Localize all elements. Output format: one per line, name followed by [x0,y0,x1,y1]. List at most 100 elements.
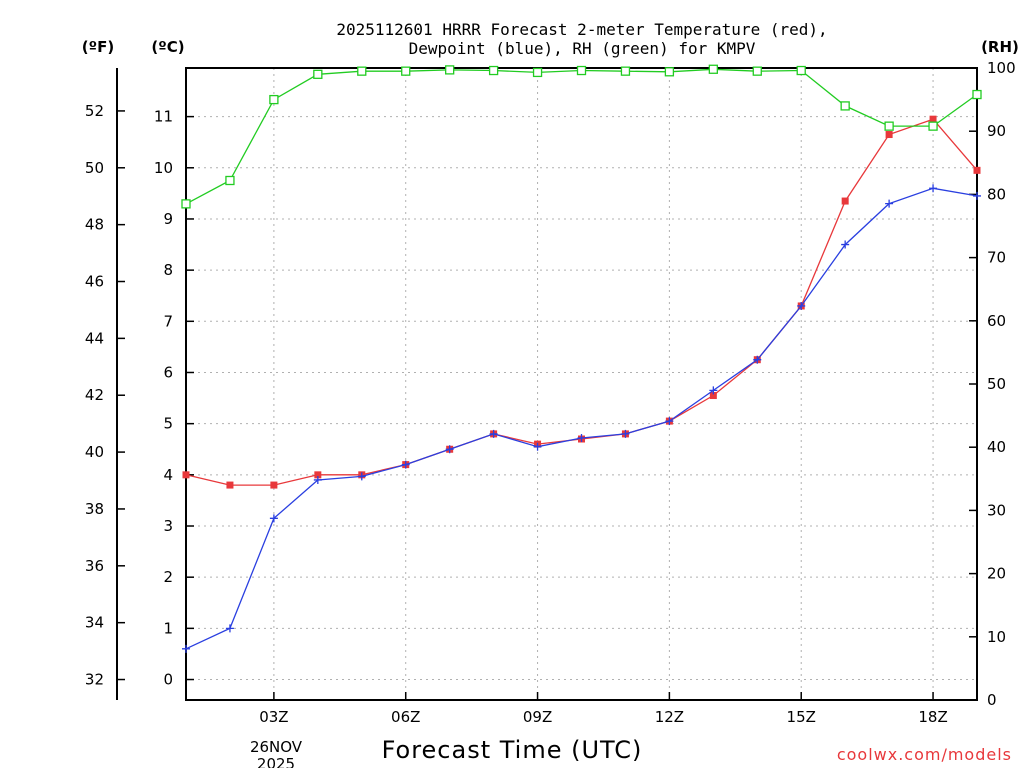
temperature-point-18 [973,166,981,174]
celsius-tick-label-1: 1 [163,619,173,637]
rh-tick-label-10: 100 [987,59,1016,77]
rh-point-10 [620,66,631,76]
rh-tick-label-3: 30 [987,501,1006,519]
temperature-point-0 [182,471,190,479]
celsius-tick-label-10: 10 [154,159,173,177]
dewpoint-line [185,187,978,650]
temperature-line [185,118,978,486]
dewpoint-point-6 [445,445,454,454]
rh-point-1 [225,175,235,186]
series-layer [181,64,982,653]
x-tick-label-2: 09Z [523,708,552,726]
temperature-point-12 [709,392,717,400]
chart-title-line1: 2025112601 HRRR Forecast 2-meter Tempera… [336,20,827,39]
fahrenheit-unit-label: (ºF) [82,38,114,56]
fahrenheit-tick-label-2: 36 [85,557,104,575]
dewpoint-point-16 [885,199,894,208]
chart-title-line2: Dewpoint (blue), RH (green) for KMPV [409,39,756,58]
fahrenheit-tick-label-10: 52 [85,102,104,120]
rh-point-9 [576,65,587,76]
celsius-tick-label-11: 11 [154,108,173,126]
rh-point-17 [928,121,938,131]
rh-tick-label-9: 90 [987,122,1006,140]
dewpoint-point-0 [182,644,190,653]
rh-point-8 [532,67,543,78]
fahrenheit-tick-label-8: 48 [85,216,104,234]
date-label-year: 2025 [257,755,295,768]
temperature-point-1 [226,481,234,489]
celsius-tick-label-7: 7 [163,312,173,330]
fahrenheit-tick-label-5: 42 [85,386,104,404]
dewpoint-point-1 [225,624,234,633]
rh-point-14 [796,65,806,76]
rh-point-7 [488,65,499,76]
dewpoint-point-11 [665,417,674,426]
grid-layer [186,68,977,700]
rh-line [185,68,978,205]
credit-link[interactable]: coolwx.com/models [837,745,1012,764]
rh-point-16 [884,121,894,131]
dewpoint-point-5 [401,460,410,469]
dewpoint-point-10 [621,429,630,438]
celsius-tick-label-8: 8 [163,261,173,279]
rh-tick-label-7: 70 [987,249,1006,267]
rh-point-4 [357,66,367,76]
rh-point-12 [708,64,718,74]
celsius-tick-label-6: 6 [163,363,173,381]
date-label-day: 26NOV [250,738,303,756]
dewpoint-point-15 [841,240,850,249]
rh-unit-label: (RH) [981,38,1019,56]
fahrenheit-tick-label-6: 44 [85,329,104,347]
temperature-point-15 [841,197,849,205]
rh-point-2 [269,94,279,105]
celsius-tick-label-2: 2 [163,568,173,586]
celsius-tick-label-3: 3 [163,517,173,535]
axes-layer [116,67,978,701]
fahrenheit-tick-label-9: 50 [85,159,104,177]
dewpoint-point-3 [313,475,322,484]
dewpoint-point-14 [797,301,806,310]
fahrenheit-tick-label-0: 32 [85,671,104,689]
rh-tick-label-6: 60 [987,312,1006,330]
fahrenheit-tick-label-7: 46 [85,273,104,291]
rh-point-6 [445,65,455,75]
rh-tick-label-1: 10 [987,628,1006,646]
rh-tick-label-5: 50 [987,375,1006,393]
temperature-point-2 [270,481,278,489]
celsius-tick-label-9: 9 [163,210,173,228]
temperature-point-3 [314,471,322,479]
dewpoint-point-18 [973,191,981,200]
rh-tick-label-8: 80 [987,185,1006,203]
rh-tick-label-2: 20 [987,565,1006,583]
x-tick-label-1: 06Z [391,708,420,726]
dewpoint-point-8 [533,442,542,451]
celsius-tick-label-5: 5 [163,415,173,433]
fahrenheit-tick-label-1: 34 [85,614,104,632]
temperature-point-17 [929,115,937,123]
dewpoint-point-4 [357,472,366,481]
celsius-unit-label: (ºC) [151,38,184,56]
dewpoint-point-17 [929,184,938,193]
dewpoint-point-9 [577,433,586,442]
rh-tick-label-0: 0 [987,691,997,709]
x-tick-label-5: 18Z [918,708,947,726]
x-tick-label-3: 12Z [655,708,684,726]
rh-point-0 [181,199,191,209]
rh-point-15 [840,101,850,111]
rh-point-13 [752,66,762,76]
tick-labels-layer: 0123456789101132343638404244464850520102… [85,59,1016,726]
temperature-point-16 [885,131,893,139]
dewpoint-point-2 [269,514,278,523]
dewpoint-point-7 [489,429,498,438]
fahrenheit-tick-label-3: 38 [85,500,104,518]
rh-point-5 [401,66,411,76]
celsius-tick-label-0: 0 [163,671,173,689]
rh-tick-label-4: 40 [987,438,1006,456]
x-axis-title: Forecast Time (UTC) [382,736,643,764]
rh-point-11 [664,67,675,77]
x-tick-label-4: 15Z [787,708,816,726]
celsius-tick-label-4: 4 [163,466,173,484]
dewpoint-point-13 [753,355,762,364]
fahrenheit-tick-label-4: 40 [85,443,104,461]
